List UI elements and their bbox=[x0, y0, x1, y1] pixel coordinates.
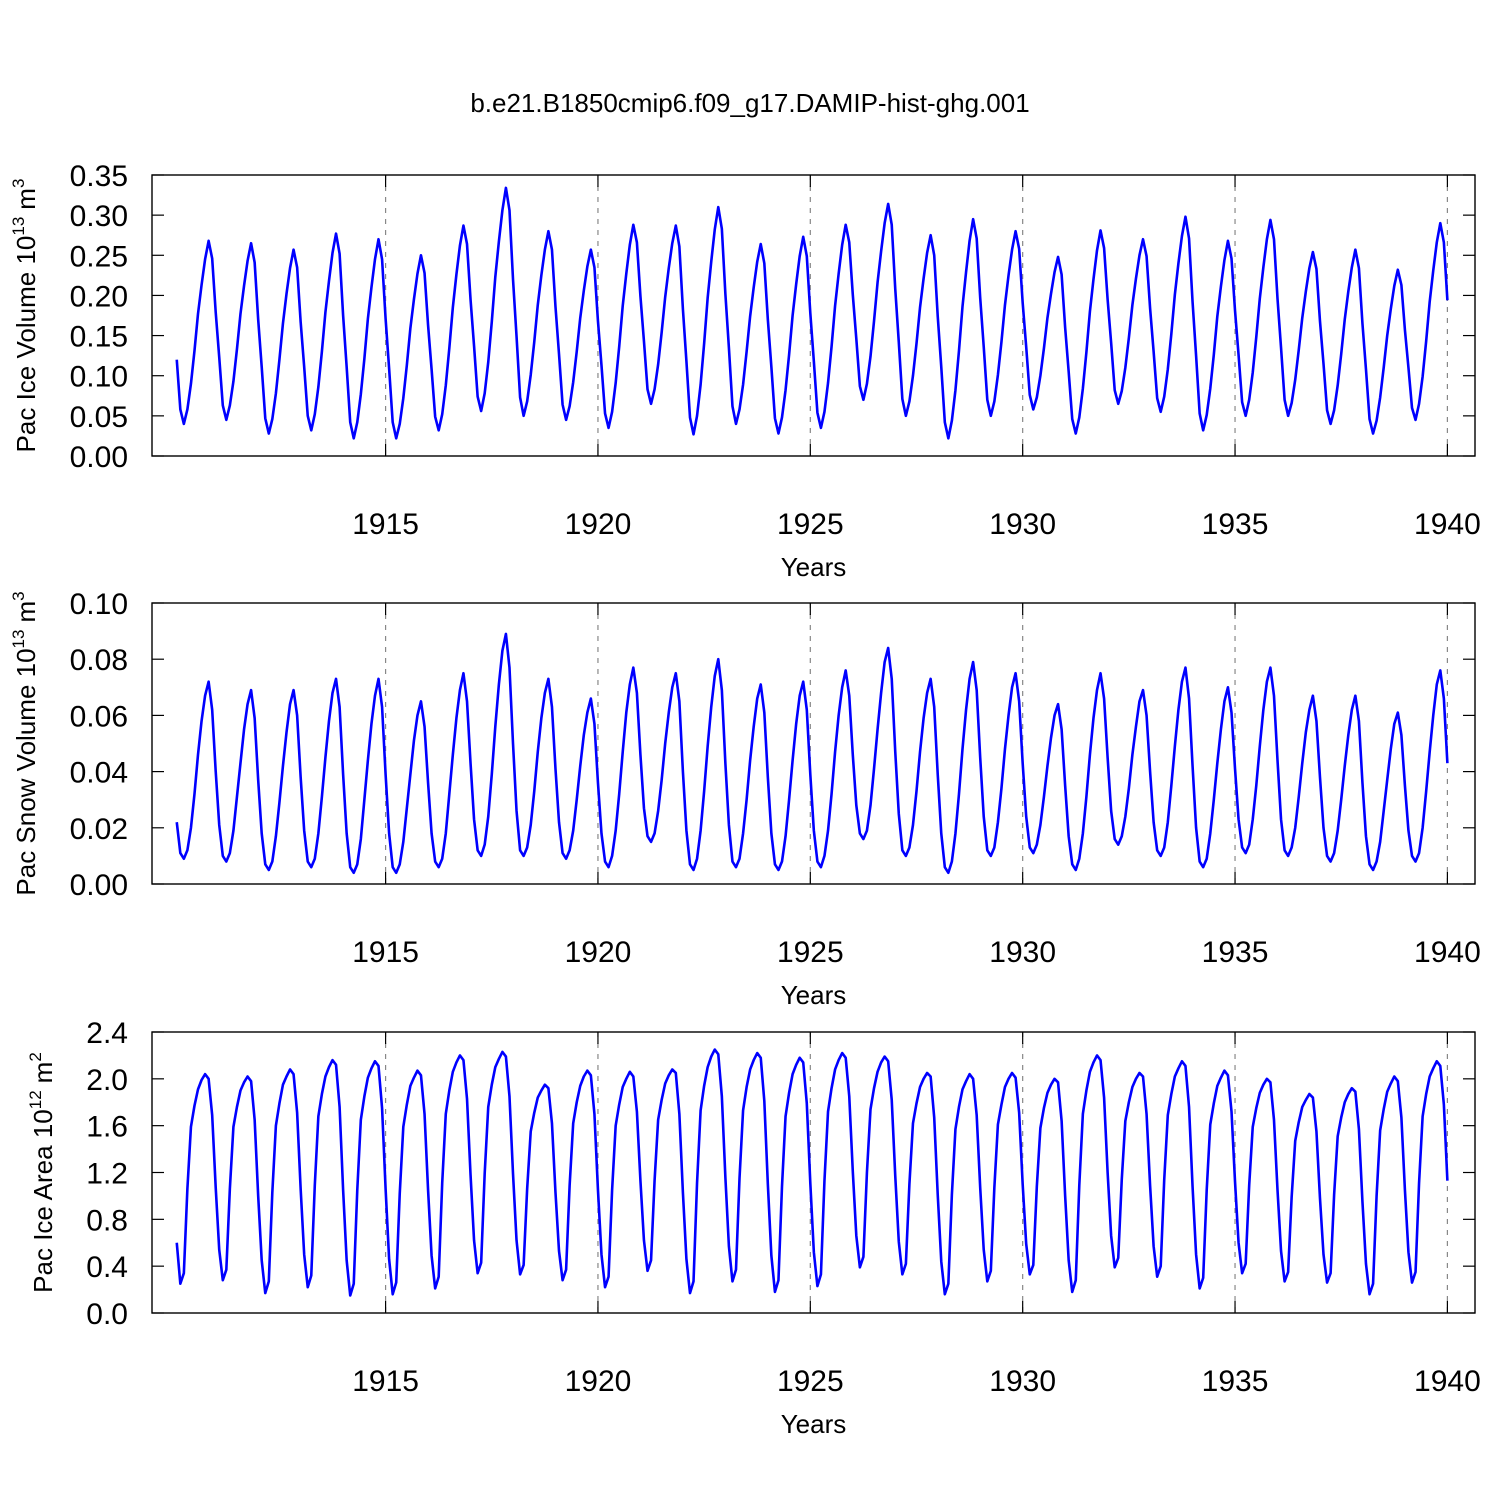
x-tick-label: 1920 bbox=[565, 1365, 632, 1398]
y-tick-label: 0.10 bbox=[70, 361, 128, 394]
y-axis-label-unit: m bbox=[11, 188, 41, 210]
y-tick-label: 0.4 bbox=[86, 1251, 128, 1284]
x-tick-label: 1920 bbox=[565, 936, 632, 969]
x-tick-label: 1915 bbox=[352, 936, 419, 969]
x-axis-label: Years bbox=[781, 552, 847, 582]
data-line bbox=[175, 1048, 1449, 1297]
y-tick-label: 0.00 bbox=[70, 869, 128, 902]
x-tick-label: 1930 bbox=[989, 936, 1056, 969]
x-axis-label: Years bbox=[781, 980, 847, 1010]
y-axis-label-unit: m bbox=[28, 1062, 58, 1084]
y-tick-label: 0.06 bbox=[70, 700, 128, 733]
y-tick-label: 0.10 bbox=[70, 588, 128, 621]
x-tick-label: 1940 bbox=[1414, 936, 1481, 969]
y-tick-label: 0.05 bbox=[70, 401, 128, 434]
plot-frame bbox=[151, 602, 1476, 885]
x-tick-label: 1915 bbox=[352, 508, 419, 541]
y-tick-label: 2.0 bbox=[86, 1064, 128, 1097]
y-tick-label: 1.2 bbox=[86, 1158, 128, 1191]
y-axis-label-text: Pac Ice Volume 10 bbox=[11, 236, 41, 453]
plot-frame bbox=[151, 1031, 1476, 1314]
y-tick-label: 0.00 bbox=[70, 441, 128, 474]
y-axis-label-exponent: 13 bbox=[9, 630, 28, 649]
x-tick-label: 1925 bbox=[777, 508, 844, 541]
y-axis-label: Pac Ice Area 1012 m2 bbox=[26, 1052, 58, 1293]
y-axis-label-unit: m bbox=[11, 601, 41, 623]
y-axis-label-exponent: 12 bbox=[26, 1090, 45, 1109]
y-tick-label: 2.4 bbox=[86, 1017, 128, 1050]
y-tick-label: 0.0 bbox=[86, 1298, 128, 1331]
y-tick-label: 0.30 bbox=[70, 200, 128, 233]
data-line bbox=[175, 186, 1449, 440]
y-tick-label: 1.6 bbox=[86, 1111, 128, 1144]
x-axis-label: Years bbox=[781, 1409, 847, 1439]
x-tick-label: 1930 bbox=[989, 508, 1056, 541]
y-axis-label-unit-exponent: 3 bbox=[9, 591, 28, 600]
data-line bbox=[175, 632, 1449, 875]
chart-title: b.e21.B1850cmip6.f09_g17.DAMIP-hist-ghg.… bbox=[470, 88, 1029, 118]
y-axis-label-text: Pac Snow Volume 10 bbox=[11, 648, 41, 895]
x-tick-label: 1935 bbox=[1202, 1365, 1269, 1398]
y-tick-label: 0.25 bbox=[70, 240, 128, 273]
y-axis-label-unit-exponent: 3 bbox=[9, 179, 28, 188]
y-axis-label-text: Pac Ice Area 10 bbox=[28, 1109, 58, 1293]
y-tick-label: 0.8 bbox=[86, 1204, 128, 1237]
x-tick-label: 1935 bbox=[1202, 508, 1269, 541]
x-tick-label: 1925 bbox=[777, 936, 844, 969]
y-tick-label: 0.08 bbox=[70, 644, 128, 677]
x-tick-label: 1940 bbox=[1414, 508, 1481, 541]
y-tick-label: 0.04 bbox=[70, 757, 128, 790]
x-tick-label: 1920 bbox=[565, 508, 632, 541]
y-tick-label: 0.20 bbox=[70, 280, 128, 313]
y-axis-label-unit-exponent: 2 bbox=[26, 1052, 45, 1061]
y-axis-label: Pac Ice Volume 1013 m3 bbox=[9, 179, 41, 453]
plot-frame bbox=[151, 174, 1476, 457]
y-tick-label: 0.15 bbox=[70, 321, 128, 354]
y-axis-label: Pac Snow Volume 1013 m3 bbox=[9, 591, 41, 895]
y-axis-label-exponent: 13 bbox=[9, 217, 28, 236]
x-tick-label: 1925 bbox=[777, 1365, 844, 1398]
y-tick-label: 0.02 bbox=[70, 813, 128, 846]
x-tick-label: 1935 bbox=[1202, 936, 1269, 969]
x-tick-label: 1940 bbox=[1414, 1365, 1481, 1398]
x-tick-label: 1930 bbox=[989, 1365, 1056, 1398]
x-tick-label: 1915 bbox=[352, 1365, 419, 1398]
y-tick-label: 0.35 bbox=[70, 160, 128, 193]
